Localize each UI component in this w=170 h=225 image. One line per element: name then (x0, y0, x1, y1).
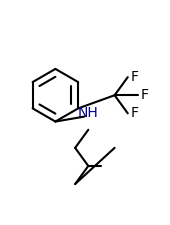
Text: F: F (131, 70, 139, 84)
Text: F: F (141, 88, 149, 102)
Text: NH: NH (78, 106, 99, 120)
Text: F: F (131, 106, 139, 120)
